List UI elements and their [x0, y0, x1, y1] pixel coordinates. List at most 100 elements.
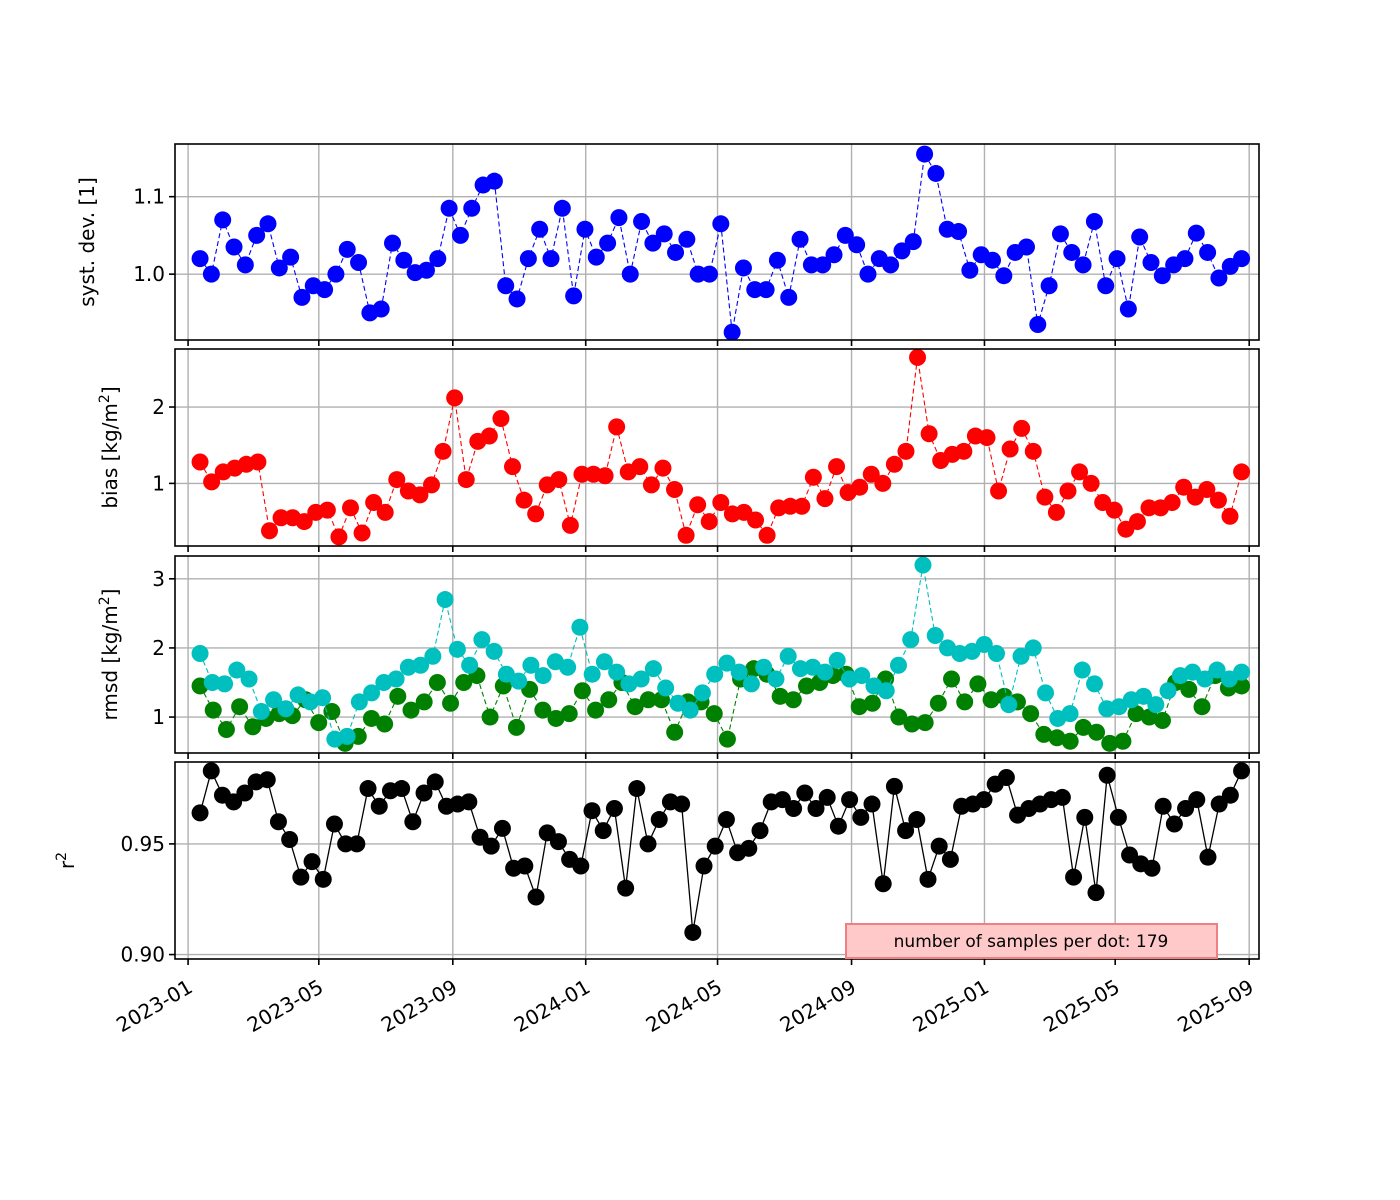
data-point	[1061, 732, 1079, 750]
data-point	[353, 524, 371, 542]
data-point	[1128, 513, 1146, 531]
series-r2	[191, 762, 1251, 941]
data-point	[303, 853, 321, 871]
data-point	[457, 471, 475, 489]
data-point	[1221, 507, 1239, 525]
data-point	[225, 238, 243, 256]
data-point	[482, 837, 500, 855]
data-point	[350, 254, 368, 272]
data-point	[550, 471, 568, 489]
data-point	[1209, 491, 1227, 509]
data-point	[757, 281, 775, 299]
data-point	[522, 656, 540, 674]
data-point	[943, 670, 961, 688]
data-point	[372, 300, 390, 318]
data-point	[1163, 493, 1181, 511]
data-point	[608, 418, 626, 436]
data-point	[1040, 277, 1058, 295]
data-point	[599, 234, 617, 252]
data-point	[706, 665, 724, 683]
data-point	[1153, 712, 1171, 730]
data-point	[596, 467, 614, 485]
data-point	[723, 323, 741, 340]
data-point	[693, 684, 711, 702]
y-tick-label: 1.0	[133, 262, 165, 286]
data-point	[1159, 682, 1177, 700]
data-point	[1086, 675, 1104, 693]
data-point	[955, 442, 973, 460]
data-point	[228, 661, 246, 679]
y-tick-label: 1	[152, 471, 165, 495]
data-point	[1097, 277, 1115, 295]
data-point	[527, 505, 545, 523]
data-point	[553, 199, 571, 217]
series-line-r2-0	[199, 768, 1243, 933]
data-point	[572, 857, 590, 875]
data-point	[927, 164, 945, 182]
data-point	[751, 822, 769, 840]
data-point	[461, 656, 479, 674]
data-point	[314, 689, 332, 707]
data-point	[1024, 442, 1042, 460]
panel-r2: 0.90 0.95 r2	[54, 761, 1260, 967]
data-point	[681, 701, 699, 719]
series-sde	[191, 145, 1251, 340]
data-point	[747, 511, 765, 529]
data-point	[508, 290, 526, 308]
data-point	[473, 631, 491, 649]
data-point	[314, 870, 332, 888]
data-point	[265, 691, 283, 709]
data-point	[507, 718, 525, 736]
data-point	[852, 808, 870, 826]
data-point	[327, 265, 345, 283]
y-axis-label: r2	[54, 852, 79, 869]
chart-panels: 1.0 1.1 syst. dev. [1] 1 2 bias [kg/m2] 1 2 3 rms…	[54, 143, 1260, 967]
data-point	[442, 694, 460, 712]
data-point	[712, 215, 730, 233]
data-point	[605, 799, 623, 817]
data-point	[323, 703, 341, 721]
data-point	[689, 496, 707, 514]
data-point	[1135, 687, 1153, 705]
data-point	[510, 672, 528, 690]
data-point	[362, 709, 380, 727]
data-point	[325, 815, 343, 833]
data-point	[561, 516, 579, 534]
data-point	[785, 799, 803, 817]
data-point	[1108, 250, 1126, 268]
data-point	[1233, 250, 1251, 268]
data-point	[1053, 788, 1071, 806]
data-point	[595, 653, 613, 671]
data-point	[1101, 734, 1119, 752]
data-point	[791, 230, 809, 248]
data-point	[742, 675, 760, 693]
data-point	[436, 591, 454, 609]
data-point	[587, 701, 605, 719]
data-point	[204, 701, 222, 719]
data-point	[387, 670, 405, 688]
data-point	[600, 691, 618, 709]
data-point	[816, 663, 834, 681]
data-point	[594, 822, 612, 840]
data-point	[897, 442, 915, 460]
data-point	[734, 259, 752, 277]
data-point	[191, 250, 209, 268]
data-point	[628, 780, 646, 798]
y-tick-label: 0.95	[120, 832, 165, 856]
data-point	[519, 250, 537, 268]
data-point	[862, 465, 880, 483]
data-point	[1059, 482, 1077, 500]
data-point	[1088, 723, 1106, 741]
data-point	[402, 701, 420, 719]
data-point	[1154, 797, 1172, 815]
data-point	[916, 714, 934, 732]
data-point	[341, 499, 359, 517]
data-point	[260, 522, 278, 540]
data-point	[882, 256, 900, 274]
panel-sde: 1.0 1.1 syst. dev. [1]	[75, 143, 1260, 346]
data-point	[1085, 212, 1103, 230]
data-point	[1012, 647, 1030, 665]
data-point	[755, 658, 773, 676]
data-point	[818, 788, 836, 806]
data-point	[1127, 705, 1145, 723]
